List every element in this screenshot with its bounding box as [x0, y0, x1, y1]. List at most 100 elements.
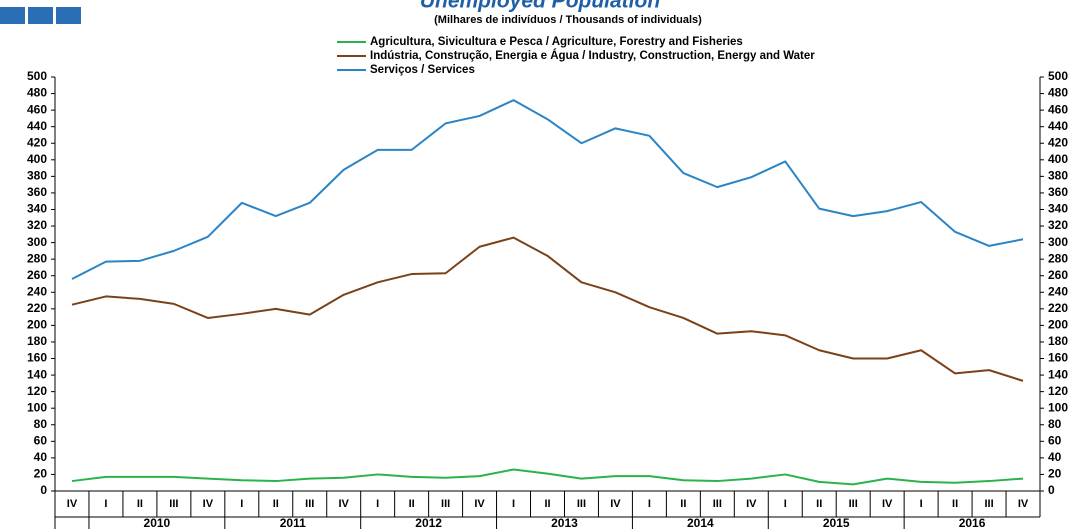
x-tick-label: IV	[474, 498, 485, 510]
y-tick-label: 400	[27, 152, 47, 166]
y-tick-label: 420	[27, 135, 47, 149]
x-tick-label: II	[680, 498, 686, 510]
x-tick-label: III	[713, 498, 722, 510]
y-tick-label: 180	[27, 334, 47, 348]
x-tick-label: I	[648, 498, 651, 510]
x-tick-label: I	[104, 498, 107, 510]
y-tick-label: 200	[27, 318, 47, 332]
y2-tick-label: 320	[1048, 218, 1068, 232]
series-line	[71, 468, 1024, 486]
y-tick-label: 380	[27, 169, 47, 183]
y-tick-label: 140	[27, 367, 47, 381]
x-tick-label: I	[784, 498, 787, 510]
y-tick-label: 280	[27, 251, 47, 265]
y-tick-label: 80	[34, 417, 48, 431]
logo-block	[0, 7, 25, 24]
x-tick-label: III	[984, 498, 993, 510]
x-tick-label: IV	[203, 498, 214, 510]
y-tick-label: 240	[27, 284, 47, 298]
y-tick-label: 260	[27, 268, 47, 282]
x-tick-label: III	[169, 498, 178, 510]
y2-tick-label: 260	[1048, 268, 1068, 282]
y2-tick-label: 460	[1048, 102, 1068, 116]
y2-tick-label: 440	[1048, 119, 1068, 133]
y2-tick-label: 480	[1048, 86, 1068, 100]
y-tick-label: 440	[27, 119, 47, 133]
x-tick-label: II	[273, 498, 279, 510]
x-tick-label: I	[920, 498, 923, 510]
year-label: 2010	[144, 516, 171, 529]
x-tick-label: III	[305, 498, 314, 510]
year-label: 2011	[280, 516, 306, 529]
y-tick-label: 220	[27, 301, 47, 315]
year-label: 2015	[823, 516, 850, 529]
x-tick-label: III	[849, 498, 858, 510]
year-label: 2013	[551, 516, 578, 529]
year-label: 2014	[687, 516, 714, 529]
x-tick-label: IV	[746, 498, 757, 510]
series-line	[71, 236, 1024, 382]
y-tick-label: 300	[27, 235, 47, 249]
series-line	[71, 99, 1024, 280]
y2-tick-label: 500	[1048, 69, 1068, 83]
y-tick-label: 20	[34, 467, 48, 481]
y2-tick-label: 360	[1048, 185, 1068, 199]
y2-tick-label: 100	[1048, 400, 1068, 414]
y2-tick-label: 200	[1048, 318, 1068, 332]
x-tick-label: IV	[67, 498, 78, 510]
year-label: 2016	[959, 516, 986, 529]
y-tick-label: 0	[40, 483, 47, 497]
y2-tick-label: 240	[1048, 284, 1068, 298]
y-tick-label: 100	[27, 400, 47, 414]
y2-tick-label: 120	[1048, 384, 1068, 398]
x-tick-label: I	[240, 498, 243, 510]
year-label: 2012	[415, 516, 442, 529]
x-tick-label: IV	[339, 498, 350, 510]
y2-tick-label: 60	[1048, 433, 1062, 447]
y-tick-label: 480	[27, 86, 47, 100]
y-tick-label: 60	[34, 433, 48, 447]
y2-tick-label: 280	[1048, 251, 1068, 265]
x-tick-label: II	[409, 498, 415, 510]
y-tick-label: 460	[27, 102, 47, 116]
chart-subtitle: (Milhares de indivíduos / Thousands of i…	[434, 14, 702, 26]
x-tick-label: I	[376, 498, 379, 510]
legend-label: Indústria, Construção, Energia e Água / …	[370, 49, 815, 62]
y2-tick-label: 80	[1048, 417, 1062, 431]
y2-tick-label: 380	[1048, 169, 1068, 183]
legend-label: Serviços / Services	[370, 64, 475, 76]
y2-tick-label: 400	[1048, 152, 1068, 166]
x-tick-label: III	[441, 498, 450, 510]
y2-tick-label: 220	[1048, 301, 1068, 315]
y2-tick-label: 340	[1048, 202, 1068, 216]
x-tick-label: II	[544, 498, 550, 510]
x-tick-label: II	[816, 498, 822, 510]
chart-title: Unemployed Population	[420, 0, 660, 13]
x-tick-label: II	[137, 498, 143, 510]
y2-tick-label: 40	[1048, 450, 1062, 464]
x-tick-label: III	[577, 498, 586, 510]
y-tick-label: 320	[27, 218, 47, 232]
logo-block	[28, 7, 53, 24]
y-tick-label: 340	[27, 202, 47, 216]
y-tick-label: 360	[27, 185, 47, 199]
x-tick-label: IV	[882, 498, 893, 510]
y-tick-label: 500	[27, 69, 47, 83]
legend-label: Agricultura, Sivicultura e Pesca / Agric…	[370, 36, 743, 48]
x-tick-label: IV	[1018, 498, 1029, 510]
y-tick-label: 40	[34, 450, 48, 464]
y-tick-label: 120	[27, 384, 47, 398]
y2-tick-label: 20	[1048, 467, 1062, 481]
y2-tick-label: 160	[1048, 351, 1068, 365]
x-tick-label: I	[512, 498, 515, 510]
x-tick-label: IV	[610, 498, 621, 510]
x-tick-label: II	[952, 498, 958, 510]
y2-tick-label: 300	[1048, 235, 1068, 249]
y2-tick-label: 140	[1048, 367, 1068, 381]
y2-tick-label: 180	[1048, 334, 1068, 348]
logo-block	[56, 7, 81, 24]
y-tick-label: 160	[27, 351, 47, 365]
y2-tick-label: 0	[1048, 483, 1055, 497]
y2-tick-label: 420	[1048, 135, 1068, 149]
